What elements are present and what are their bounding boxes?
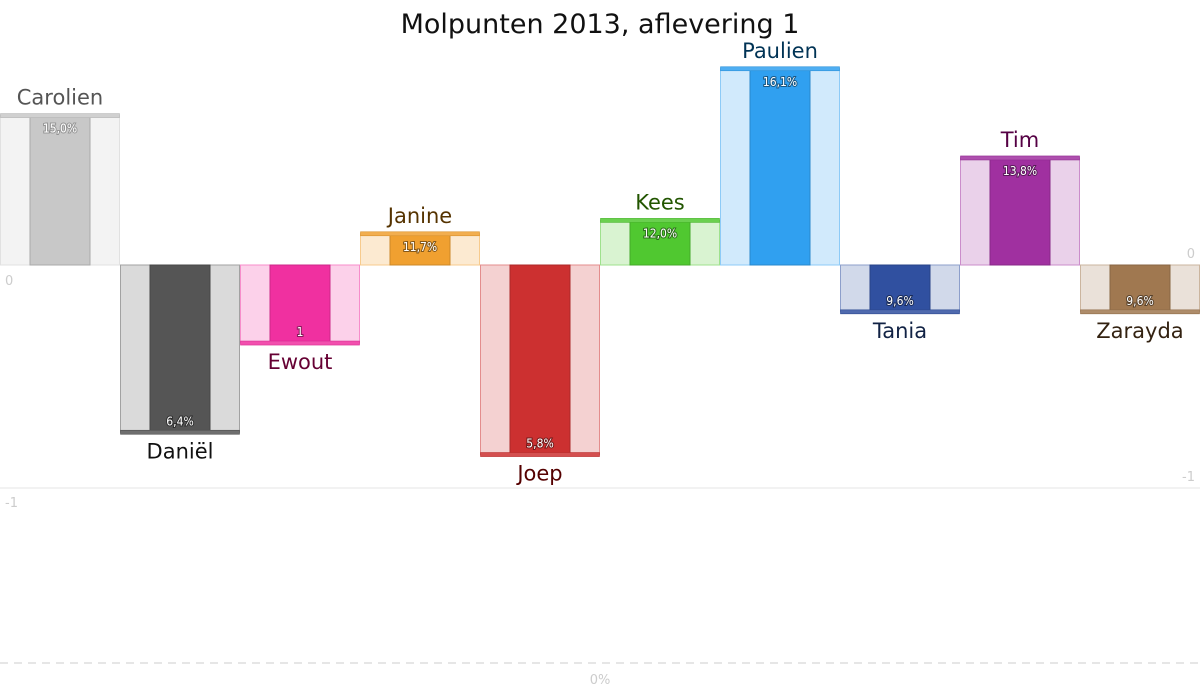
- y-tick-left-zero: 0: [5, 274, 13, 289]
- bar-cap-kees: [600, 218, 720, 223]
- bar-cap-carolien: [0, 113, 120, 118]
- percent-label-joep: 5,8%: [526, 437, 553, 451]
- y-tick-left-minus-one: -1: [5, 496, 18, 511]
- name-label-ewout: Ewout: [268, 350, 333, 374]
- y-tick-right-minus-one: -1: [1182, 470, 1195, 485]
- bar-cap-janine: [360, 231, 480, 237]
- name-label-kees: Kees: [635, 190, 685, 214]
- percent-label-tim: 13,8%: [1003, 164, 1037, 178]
- name-label-tania: Tania: [872, 319, 927, 343]
- bar-janine: [389, 233, 451, 266]
- percent-label-kees: 12,0%: [643, 226, 677, 240]
- bar-cap-joep: [480, 452, 600, 457]
- percent-label-daniel: 6,4%: [166, 414, 193, 428]
- y-tick-right-zero: 0: [1187, 247, 1195, 262]
- bar-joep: [509, 264, 571, 456]
- percent-label-paulien: 16,1%: [763, 75, 797, 89]
- percent-label-zarayda: 9,6%: [1126, 294, 1153, 308]
- x-tick-bottom-percent: 0%: [590, 673, 611, 688]
- bar-cap-ewout: [240, 340, 360, 346]
- bar-cap-tim: [960, 155, 1080, 161]
- name-label-zarayda: Zarayda: [1096, 319, 1183, 343]
- percent-label-carolien: 15,0%: [43, 122, 77, 136]
- name-label-janine: Janine: [386, 204, 452, 228]
- bar-cap-daniel: [120, 429, 240, 435]
- bar-ewout: [269, 264, 331, 344]
- bar-paulien: [749, 68, 811, 266]
- bar-zarayda: [1109, 264, 1171, 313]
- name-label-daniel: Daniël: [147, 439, 214, 463]
- bar-cap-zarayda: [1080, 309, 1200, 315]
- bars-layer: [0, 66, 1200, 457]
- bar-tim: [989, 157, 1051, 266]
- name-label-tim: Tim: [1000, 128, 1039, 152]
- bar-cap-paulien: [720, 66, 840, 72]
- percent-label-ewout: 1: [297, 325, 304, 339]
- percent-label-janine: 11,7%: [403, 240, 437, 254]
- chart-title: Molpunten 2013, aflevering 1: [401, 9, 800, 40]
- name-label-joep: Joep: [515, 462, 562, 486]
- bar-cap-tania: [840, 309, 960, 315]
- percent-label-tania: 9,6%: [886, 294, 913, 308]
- bar-carolien: [29, 115, 91, 266]
- name-label-paulien: Paulien: [742, 39, 818, 63]
- name-label-carolien: Carolien: [17, 86, 103, 110]
- labels-layer: 15,0% Carolien 6,4% Daniël 1 Ewout 11,7% Janine…: [17, 39, 1184, 486]
- bar-daniel: [149, 264, 211, 433]
